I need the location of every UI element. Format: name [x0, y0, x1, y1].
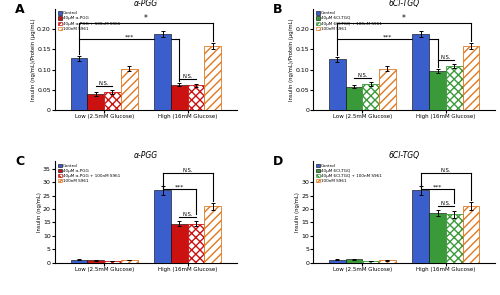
Text: N.S.: N.S.	[440, 168, 451, 173]
Legend: Control, 40µM α-PGG, 40µM α-PGG + 100nM S961, 100nM S961: Control, 40µM α-PGG, 40µM α-PGG + 100nM …	[57, 163, 120, 183]
Text: N.S.: N.S.	[440, 201, 451, 206]
Bar	[379, 260, 396, 263]
Bar	[204, 206, 221, 263]
Text: *: *	[402, 14, 406, 23]
Bar	[171, 224, 188, 263]
Bar	[70, 58, 88, 110]
Text: N.S.: N.S.	[182, 212, 193, 217]
Y-axis label: Insulin (ng/mL)/Protein (µg/mL): Insulin (ng/mL)/Protein (µg/mL)	[289, 18, 294, 101]
Text: B: B	[273, 3, 282, 16]
Bar	[412, 191, 429, 263]
Bar	[429, 71, 446, 110]
Bar	[346, 259, 362, 263]
Bar	[362, 84, 379, 110]
Bar	[188, 85, 204, 110]
Text: A: A	[15, 3, 24, 16]
Text: N.S.: N.S.	[440, 55, 451, 60]
Bar	[88, 260, 104, 263]
Text: N.S.: N.S.	[99, 81, 110, 86]
Text: ***: ***	[433, 184, 442, 189]
Bar	[88, 94, 104, 110]
Bar	[346, 87, 362, 110]
Bar	[171, 85, 188, 110]
Bar	[446, 214, 462, 263]
Bar	[204, 46, 221, 110]
Bar	[362, 261, 379, 263]
Bar	[121, 69, 138, 110]
Bar	[154, 34, 171, 110]
Bar	[121, 260, 138, 263]
Y-axis label: Insulin (ng/mL)/Protein (µg/mL): Insulin (ng/mL)/Protein (µg/mL)	[30, 18, 36, 101]
Bar	[329, 59, 345, 110]
Bar	[462, 206, 479, 263]
Title: α-PGG: α-PGG	[134, 0, 158, 8]
Bar	[412, 34, 429, 110]
Text: ***: ***	[174, 184, 184, 189]
Bar	[379, 69, 396, 110]
Text: D: D	[273, 155, 283, 168]
Text: N.S.: N.S.	[182, 168, 193, 173]
Bar	[462, 46, 479, 110]
Title: 6Cl-TGQ: 6Cl-TGQ	[388, 151, 420, 160]
Bar	[104, 261, 121, 263]
Bar	[188, 224, 204, 263]
Title: α-PGG: α-PGG	[134, 151, 158, 160]
Bar	[429, 213, 446, 263]
Text: N.S.: N.S.	[357, 73, 368, 78]
Legend: Control, 40µM 6Cl-TGQ, 40µM 6Cl-TGQ + 100nM S961, 100nM S961: Control, 40µM 6Cl-TGQ, 40µM 6Cl-TGQ + 10…	[316, 11, 382, 31]
Bar	[446, 66, 462, 110]
Y-axis label: Insulin (ng/mL): Insulin (ng/mL)	[295, 192, 300, 232]
Y-axis label: Insulin (ng/mL): Insulin (ng/mL)	[36, 192, 42, 232]
Bar	[70, 260, 88, 263]
Text: N.S.: N.S.	[182, 74, 193, 79]
Text: C: C	[15, 155, 24, 168]
Text: *: *	[144, 14, 148, 23]
Text: ***: ***	[382, 34, 392, 39]
Bar	[104, 92, 121, 110]
Legend: Control, 40µM 6Cl-TGQ, 40µM 6Cl-TGQ + 100nM S961, 100nM S961: Control, 40µM 6Cl-TGQ, 40µM 6Cl-TGQ + 10…	[316, 163, 382, 183]
Text: ***: ***	[124, 34, 134, 39]
Bar	[329, 260, 345, 263]
Legend: Control, 40µM α-PGG, 40µM α-PGG + 100nM S961, 100nM S961: Control, 40µM α-PGG, 40µM α-PGG + 100nM …	[57, 11, 120, 31]
Bar	[154, 191, 171, 263]
Title: 6Cl-TGQ: 6Cl-TGQ	[388, 0, 420, 8]
